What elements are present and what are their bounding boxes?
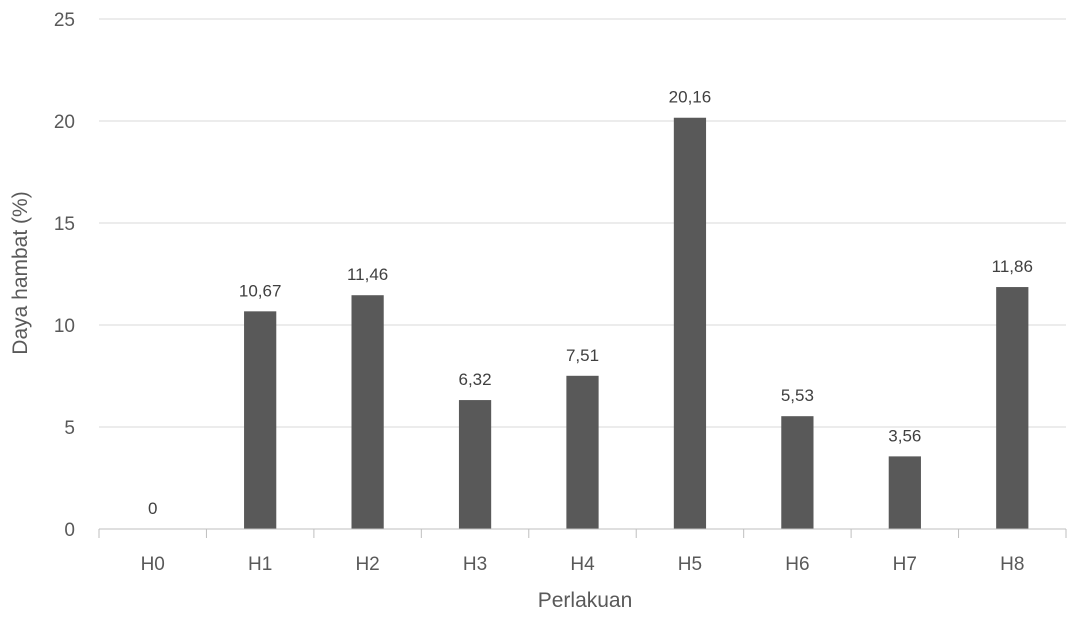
y-tick-label: 10: [54, 316, 75, 337]
data-label: 11,86: [992, 257, 1033, 276]
y-tick-label: 25: [54, 10, 75, 31]
y-tick-label: 0: [64, 520, 75, 541]
x-tick-label: H3: [463, 554, 487, 575]
x-tick-label: H6: [785, 554, 809, 575]
data-label: 6,32: [459, 370, 492, 389]
data-label: 0: [148, 499, 157, 518]
bars: [244, 117, 1029, 530]
data-label: 10,67: [239, 281, 282, 300]
x-tick-label: H8: [1000, 554, 1024, 575]
data-label: 20,16: [669, 88, 712, 107]
bar-h7: [888, 456, 921, 529]
x-axis: [98, 528, 1067, 538]
y-tick-label: 5: [64, 418, 75, 439]
bar-h5: [673, 117, 707, 530]
y-axis-tick-labels: 0 5 10 15 20 25: [54, 10, 75, 541]
x-tick-label: H1: [248, 554, 272, 575]
bar-h1: [244, 311, 277, 529]
x-axis-title: Perlakuan: [538, 589, 633, 612]
x-tick-label: H0: [141, 554, 165, 575]
x-axis-tick-labels: H0 H1 H2 H3 H4 H5 H6 H7 H8: [141, 554, 1025, 575]
x-tick-label: H5: [678, 554, 702, 575]
data-label: 7,51: [566, 346, 599, 365]
bar-h4: [566, 375, 599, 529]
data-label: 3,56: [888, 426, 921, 445]
bar-h8: [996, 287, 1029, 529]
bar-h6: [781, 416, 814, 529]
x-tick-label: H4: [570, 554, 595, 575]
data-label: 11,46: [347, 265, 388, 284]
y-tick-label: 15: [54, 214, 75, 235]
x-tick-label: H7: [893, 554, 917, 575]
data-labels: 0 10,67 11,46 6,32 7,51 20,16 5,53 3,56 11,86: [148, 88, 1033, 518]
y-tick-label: 20: [54, 112, 75, 133]
data-label: 5,53: [781, 386, 814, 405]
y-axis-title: Daya hambat (%): [9, 191, 32, 354]
x-tick-label: H2: [355, 554, 379, 575]
bar-h2: [351, 295, 384, 529]
bar-h3: [458, 400, 492, 529]
